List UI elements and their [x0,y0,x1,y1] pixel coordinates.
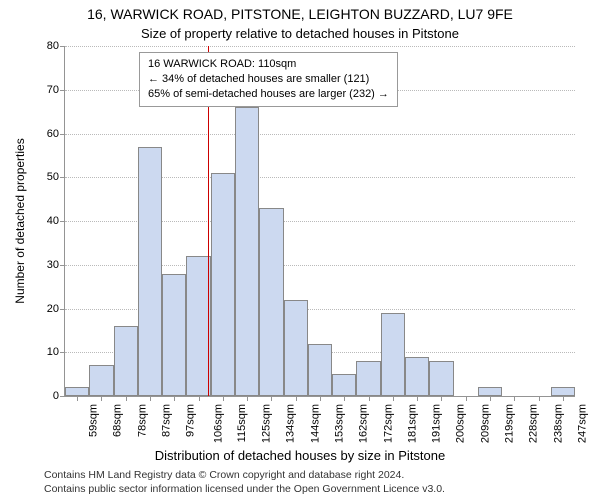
x-tick-label: 219sqm [504,404,516,443]
y-tick-mark [60,46,65,47]
x-tick-mark [223,396,224,401]
x-tick-mark [344,396,345,401]
x-tick-label: 181sqm [406,404,418,443]
x-tick-label: 134sqm [285,404,297,443]
x-tick-label: 238sqm [552,404,564,443]
grid-line [65,46,575,47]
copyright-notice: Contains HM Land Registry data © Crown c… [44,468,445,496]
annotation-title: 16 WARWICK ROAD: 110sqm [148,57,389,72]
histogram-bar [381,313,405,396]
x-tick-mark [199,396,200,401]
x-tick-mark [77,396,78,401]
y-tick-label: 70 [47,84,59,96]
copyright-line-1: Contains HM Land Registry data © Crown c… [44,468,445,482]
histogram-chart: 16, WARWICK ROAD, PITSTONE, LEIGHTON BUZ… [0,0,600,500]
x-tick-mark [417,396,418,401]
x-tick-label: 87sqm [161,404,173,437]
x-tick-label: 68sqm [112,404,124,437]
x-tick-label: 172sqm [382,404,394,443]
histogram-bar [356,361,380,396]
y-tick-label: 80 [47,40,59,52]
x-tick-mark [369,396,370,401]
histogram-bar [332,374,356,396]
histogram-bar [186,256,210,396]
x-tick-label: 247sqm [576,404,588,443]
x-tick-mark [393,396,394,401]
histogram-bar [478,387,502,396]
y-tick-label: 30 [47,259,59,271]
x-tick-mark [174,396,175,401]
y-tick-mark [60,177,65,178]
x-tick-mark [126,396,127,401]
y-tick-mark [60,90,65,91]
y-tick-mark [60,309,65,310]
histogram-bar [284,300,308,396]
x-tick-label: 59sqm [88,404,100,437]
annotation-line-smaller: ← 34% of detached houses are smaller (12… [148,72,389,87]
x-tick-mark [101,396,102,401]
y-tick-label: 50 [47,171,59,183]
x-tick-mark [320,396,321,401]
x-tick-label: 162sqm [358,404,370,443]
histogram-bar [162,274,186,397]
y-tick-label: 20 [47,303,59,315]
copyright-line-2: Contains public sector information licen… [44,482,445,496]
y-tick-mark [60,352,65,353]
x-tick-label: 153sqm [334,404,346,443]
x-tick-mark [539,396,540,401]
x-tick-label: 97sqm [185,404,197,437]
y-tick-mark [60,265,65,266]
histogram-bar [551,387,575,396]
plot-area: 0102030405060708059sqm68sqm78sqm87sqm97s… [64,46,575,397]
x-tick-mark [466,396,467,401]
y-tick-mark [60,134,65,135]
y-axis-label: Number of detached properties [13,138,27,303]
x-tick-label: 144sqm [309,404,321,443]
annotation-box: 16 WARWICK ROAD: 110sqm← 34% of detached… [139,52,398,107]
histogram-bar [65,387,89,396]
chart-title-main: 16, WARWICK ROAD, PITSTONE, LEIGHTON BUZ… [0,6,600,22]
x-tick-mark [247,396,248,401]
histogram-bar [89,365,113,396]
x-tick-label: 228sqm [528,404,540,443]
histogram-bar [114,326,138,396]
x-tick-label: 209sqm [479,404,491,443]
x-tick-label: 106sqm [212,404,224,443]
y-tick-label: 60 [47,128,59,140]
y-tick-mark [60,221,65,222]
histogram-bar [259,208,283,396]
x-tick-mark [150,396,151,401]
histogram-bar [138,147,162,396]
x-tick-label: 78sqm [136,404,148,437]
y-tick-mark [60,396,65,397]
x-tick-mark [271,396,272,401]
x-tick-label: 191sqm [431,404,443,443]
x-tick-mark [441,396,442,401]
x-tick-mark [514,396,515,401]
chart-title-sub: Size of property relative to detached ho… [0,26,600,41]
histogram-bar [405,357,429,396]
x-tick-label: 125sqm [261,404,273,443]
x-tick-label: 115sqm [236,404,248,442]
histogram-bar [429,361,453,396]
grid-line [65,134,575,135]
y-tick-label: 10 [47,346,59,358]
histogram-bar [235,107,259,396]
x-tick-mark [490,396,491,401]
histogram-bar [308,344,332,397]
y-tick-label: 0 [53,390,59,402]
x-tick-mark [296,396,297,401]
y-tick-label: 40 [47,215,59,227]
histogram-bar [211,173,235,396]
x-tick-mark [563,396,564,401]
x-tick-label: 200sqm [455,404,467,443]
annotation-line-larger: 65% of semi-detached houses are larger (… [148,87,389,102]
x-axis-label: Distribution of detached houses by size … [0,448,600,463]
